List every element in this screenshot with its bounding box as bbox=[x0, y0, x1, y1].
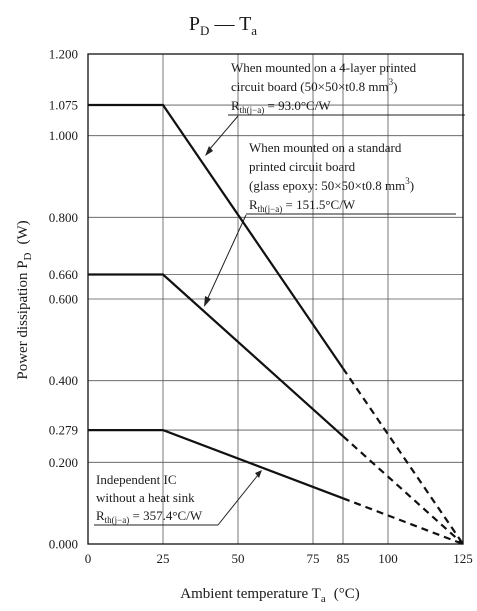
y-tick-label: 0.200 bbox=[49, 455, 78, 470]
y-tick-label: 0.400 bbox=[49, 373, 78, 388]
annotation-4-layer-resistance: Rth(j−a) = 93.0°C/W bbox=[231, 98, 331, 115]
y-tick-label: 0.660 bbox=[49, 267, 78, 282]
plot-frame bbox=[87, 53, 464, 545]
leader-mid-arrowhead bbox=[204, 296, 211, 307]
annotation-standard-resistance: Rth(j−a) = 151.5°C/W bbox=[249, 197, 356, 214]
y-axis-label: Power dissipation PD(W) bbox=[15, 220, 34, 379]
y-tick-label: 0.600 bbox=[49, 292, 78, 307]
series-extrapolation-0 bbox=[342, 367, 464, 545]
x-tick-label: 0 bbox=[85, 551, 92, 566]
y-tick-label: 1.000 bbox=[49, 128, 78, 143]
x-tick-label: 100 bbox=[378, 551, 398, 566]
x-axis-label: Ambient temperature Ta (°C) bbox=[180, 586, 359, 605]
y-tick-label: 1.075 bbox=[49, 98, 78, 113]
x-tick-label: 85 bbox=[337, 551, 350, 566]
y-tick-labels: 0.000 0.200 0.279 0.400 0.600 0.660 0.800 1.000… bbox=[49, 47, 78, 552]
series-extrapolation-1 bbox=[342, 435, 464, 545]
x-tick-label: 75 bbox=[307, 551, 320, 566]
annotation-independent-resistance: Rth(j−a) = 357.4°C/W bbox=[96, 508, 203, 525]
annotation-independent-line2: without a heat sink bbox=[96, 490, 195, 505]
x-tick-label: 125 bbox=[453, 551, 473, 566]
series-extrapolation-2 bbox=[342, 497, 464, 546]
annotation-leaders bbox=[94, 114, 465, 526]
grid-lines bbox=[88, 54, 463, 544]
leader-bot-arrow-line bbox=[217, 474, 259, 526]
annotation-standard: When mounted on a standard printed circu… bbox=[249, 140, 414, 214]
series-line-0 bbox=[88, 103, 344, 370]
x-tick-labels: 0 25 50 75 85 100 125 bbox=[85, 551, 473, 566]
annotation-standard-line3: (glass epoxy: 50×50×t0.8 mm3) bbox=[249, 176, 414, 193]
leader-mid-arrow-line bbox=[206, 214, 247, 301]
series-line-1 bbox=[88, 273, 344, 438]
annotation-independent-line1: Independent IC bbox=[96, 472, 177, 487]
y-tick-label: 0.000 bbox=[49, 537, 78, 552]
annotation-4-layer-line2: circuit board (50×50×t0.8 mm3) bbox=[231, 77, 397, 94]
annotation-independent: Independent IC without a heat sink Rth(j… bbox=[96, 472, 203, 525]
y-tick-label: 0.800 bbox=[49, 210, 78, 225]
annotation-standard-line2: printed circuit board bbox=[249, 159, 356, 174]
leader-top-arrowhead bbox=[205, 146, 213, 156]
x-tick-label: 50 bbox=[232, 551, 245, 566]
leader-bot-arrowhead bbox=[255, 470, 262, 478]
y-tick-label: 0.279 bbox=[49, 423, 78, 438]
annotation-4-layer: When mounted on a 4-layer printed circui… bbox=[231, 60, 417, 115]
y-tick-label: 1.200 bbox=[49, 47, 78, 62]
x-tick-label: 25 bbox=[157, 551, 170, 566]
series-line-2 bbox=[88, 429, 344, 500]
chart-title: PD — Ta bbox=[189, 13, 257, 38]
data-series bbox=[88, 103, 464, 546]
annotation-4-layer-line1: When mounted on a 4-layer printed bbox=[231, 60, 417, 75]
annotation-standard-line1: When mounted on a standard bbox=[249, 140, 402, 155]
leader-top-arrow-line bbox=[208, 115, 239, 151]
